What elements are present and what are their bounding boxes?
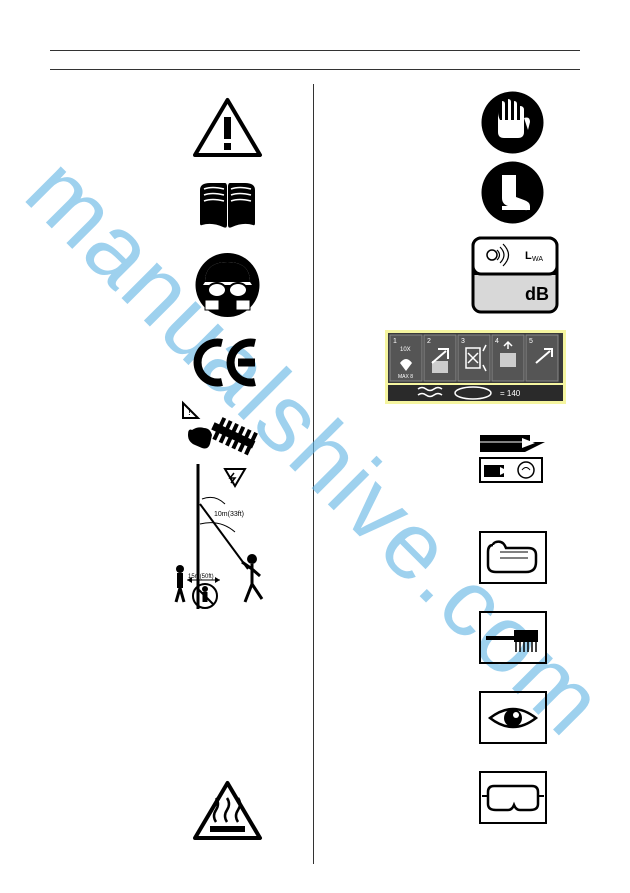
svg-text:2: 2 — [427, 338, 431, 345]
direction-arrow-icon — [470, 430, 550, 485]
ce-mark-icon — [190, 335, 265, 390]
svg-text:10m(33ft): 10m(33ft) — [214, 511, 244, 518]
svg-text:MAX 8: MAX 8 — [398, 374, 413, 380]
electrical-distance-icon: 10m(33ft) 15m(50ft) — [170, 464, 280, 619]
operation-steps-icon: 110X MAX 8 2 3 4 5 = 140 — [385, 330, 566, 404]
safety-goggles-icon — [478, 770, 548, 825]
svg-text:5: 5 — [529, 338, 533, 345]
lwa-text: L — [525, 250, 532, 262]
noise-db-icon: L WA dB — [470, 235, 560, 315]
header-rule — [50, 50, 580, 70]
svg-text:!: ! — [188, 407, 191, 418]
eye-check-icon — [478, 690, 548, 745]
column-divider — [313, 84, 314, 864]
hands-away-blade-icon: ! — [180, 400, 270, 460]
warning-triangle-icon — [190, 95, 265, 160]
wear-boots-icon — [480, 160, 545, 225]
wear-helmet-icon — [190, 250, 265, 320]
svg-text:4: 4 — [495, 338, 499, 345]
hot-surface-icon — [190, 778, 265, 843]
mitt-glove-icon — [478, 530, 548, 585]
svg-text:3: 3 — [461, 338, 465, 345]
read-manual-icon — [190, 175, 265, 235]
svg-text:10X: 10X — [400, 347, 411, 353]
db-text: dB — [525, 284, 549, 304]
brush-tool-icon — [478, 610, 548, 665]
svg-text:WA: WA — [532, 256, 543, 263]
wear-gloves-icon — [480, 90, 545, 155]
svg-text:= 140: = 140 — [500, 389, 521, 398]
svg-text:1: 1 — [393, 338, 397, 345]
